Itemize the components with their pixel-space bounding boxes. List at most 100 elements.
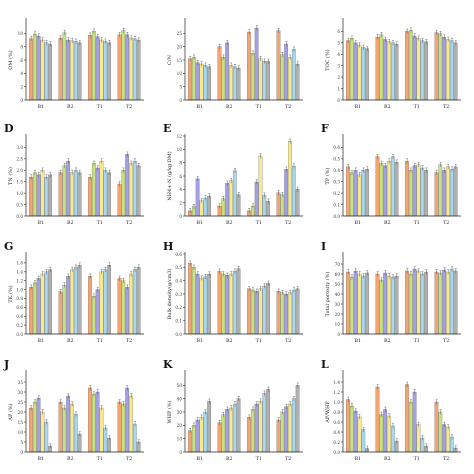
y-tick-label: 20 xyxy=(177,423,183,428)
x-tick-label: B1 xyxy=(37,104,44,110)
bar-t2-s4 xyxy=(129,163,133,217)
y-tick-label: 60 xyxy=(335,272,341,277)
bar-b2-s6 xyxy=(394,440,399,453)
y-tick-label: 1.0 xyxy=(333,400,340,405)
bar-t1-s1 xyxy=(247,210,251,217)
y-tick-label: 0.2 xyxy=(16,323,23,328)
y-tick-label: 10 xyxy=(335,322,341,327)
bar-t2-s4 xyxy=(446,426,450,453)
bar-t2-s1 xyxy=(276,30,281,101)
bar-b1-s1 xyxy=(29,38,33,101)
bar-b2-s6 xyxy=(394,275,399,335)
bar-b2-s2 xyxy=(379,279,384,335)
bar-b1-s6 xyxy=(207,195,211,217)
bar-b2-s4 xyxy=(387,41,391,101)
y-tick-label: 1.2 xyxy=(333,390,340,395)
bar-t2-s3 xyxy=(125,34,129,101)
bar-b2-s5 xyxy=(73,413,78,453)
bar-b2-s5 xyxy=(390,42,395,101)
y-tick-label: 6 xyxy=(20,58,23,63)
bar-b2-s5 xyxy=(73,267,78,335)
bar-b2-s1 xyxy=(375,273,380,335)
y-axis-label: AP (%) xyxy=(7,403,14,421)
x-tick-label: B1 xyxy=(354,338,361,344)
bar-b2-s2 xyxy=(62,32,67,101)
x-tick-label: T2 xyxy=(443,104,449,110)
x-tick-label: T1 xyxy=(414,338,420,344)
chart-panel-l: L 0.0 0.2 0.4 0.6 0.8 1.0 1.2 1.4 AP/WHP B1 B2 T1 T2 xyxy=(321,358,461,462)
bar-t2-s3 xyxy=(284,43,288,101)
bar-t2-s6 xyxy=(453,42,458,101)
panel-letter: D xyxy=(4,122,14,135)
x-tick-label: B1 xyxy=(196,104,203,110)
y-tick-label: 0.5 xyxy=(333,157,340,162)
y-tick-label: 10 xyxy=(18,430,24,435)
bar-b1-s4 xyxy=(357,273,362,335)
x-tick-label: B2 xyxy=(67,456,74,462)
y-tick-label: 10 xyxy=(18,31,24,36)
bar-t2-s5 xyxy=(449,436,454,453)
bar-b1-s3 xyxy=(36,35,41,101)
bar-b1-s3 xyxy=(353,42,358,101)
bar-b2-s2 xyxy=(221,57,226,101)
panel-letter: H xyxy=(163,240,173,253)
y-tick-label: 40 xyxy=(335,292,341,297)
y-tick-label: 0 xyxy=(337,332,340,337)
y-tick-label: 0.4 xyxy=(333,168,340,173)
y-tick-label: 5 xyxy=(337,41,340,46)
chart-panel-d: D 0.0 0.5 1.0 1.5 2.0 2.5 3.0 TN (%) B1 B2 T1 T2 xyxy=(4,122,144,226)
bar-t2-s6 xyxy=(136,39,141,101)
bar-b1-s6 xyxy=(365,272,369,335)
y-tick-label: 5 xyxy=(179,84,182,89)
bar-t2-s6 xyxy=(136,165,141,217)
bar-t1-s5 xyxy=(262,195,267,217)
bar-t1-s5 xyxy=(262,393,267,453)
bar-t2-s1 xyxy=(276,419,281,453)
y-axis-label: WHP (%) xyxy=(166,400,173,423)
x-tick-label: B2 xyxy=(226,456,233,462)
bar-b1-s6 xyxy=(207,66,211,101)
x-tick-label: T2 xyxy=(285,104,291,110)
bar-b2-s3 xyxy=(383,409,387,453)
bar-b2-s4 xyxy=(70,403,74,453)
bar-t1-s1 xyxy=(88,35,92,101)
bar-t1-s3 xyxy=(95,391,100,453)
bar-t1-s6 xyxy=(107,172,111,217)
y-tick-label: 6 xyxy=(337,29,340,34)
x-tick-label: B2 xyxy=(226,104,233,110)
y-tick-label: 5 xyxy=(20,440,23,445)
bar-t1-s3 xyxy=(412,391,417,453)
bar-b1-s6 xyxy=(48,43,52,101)
bar-t1-s2 xyxy=(250,289,255,335)
bar-b1-s1 xyxy=(29,287,33,335)
bar-b1-s2 xyxy=(191,57,196,101)
bar-t2-s1 xyxy=(117,183,122,217)
y-tick-label: 15 xyxy=(18,420,24,425)
x-tick-label: B2 xyxy=(226,220,233,226)
bar-t2-s3 xyxy=(125,154,129,217)
y-tick-label: 40 xyxy=(177,396,183,401)
y-tick-label: 70 xyxy=(335,262,341,267)
bar-t2-s1 xyxy=(276,291,281,335)
y-tick-label: 0.1 xyxy=(333,202,340,207)
bar-t2-s2 xyxy=(121,280,126,335)
bar-b2-s4 xyxy=(70,172,74,217)
chart-panel-e: E 0 2 4 6 8 10 12 NH4+-N (g/kg DM) B1 B2 T1 T2 xyxy=(163,122,303,226)
bar-b2-s3 xyxy=(66,395,70,453)
bar-t2-s5 xyxy=(449,268,454,335)
bar-b2-s3 xyxy=(383,272,387,335)
bar-t2-s1 xyxy=(117,34,122,101)
bar-t1-s3 xyxy=(412,268,417,335)
bar-t2-s5 xyxy=(132,161,137,217)
bar-t1-s2 xyxy=(250,53,255,101)
bar-t1-s2 xyxy=(408,170,413,217)
bar-b1-s2 xyxy=(32,401,37,453)
bar-b1-s3 xyxy=(195,419,200,453)
bar-b1-s6 xyxy=(48,269,52,335)
bar-b2-s5 xyxy=(390,156,395,217)
bar-t1-s5 xyxy=(420,40,425,101)
y-tick-label: 50 xyxy=(335,282,341,287)
y-tick-label: 15 xyxy=(177,58,183,63)
bar-t1-s6 xyxy=(266,61,270,101)
bar-t2-s3 xyxy=(442,170,446,217)
